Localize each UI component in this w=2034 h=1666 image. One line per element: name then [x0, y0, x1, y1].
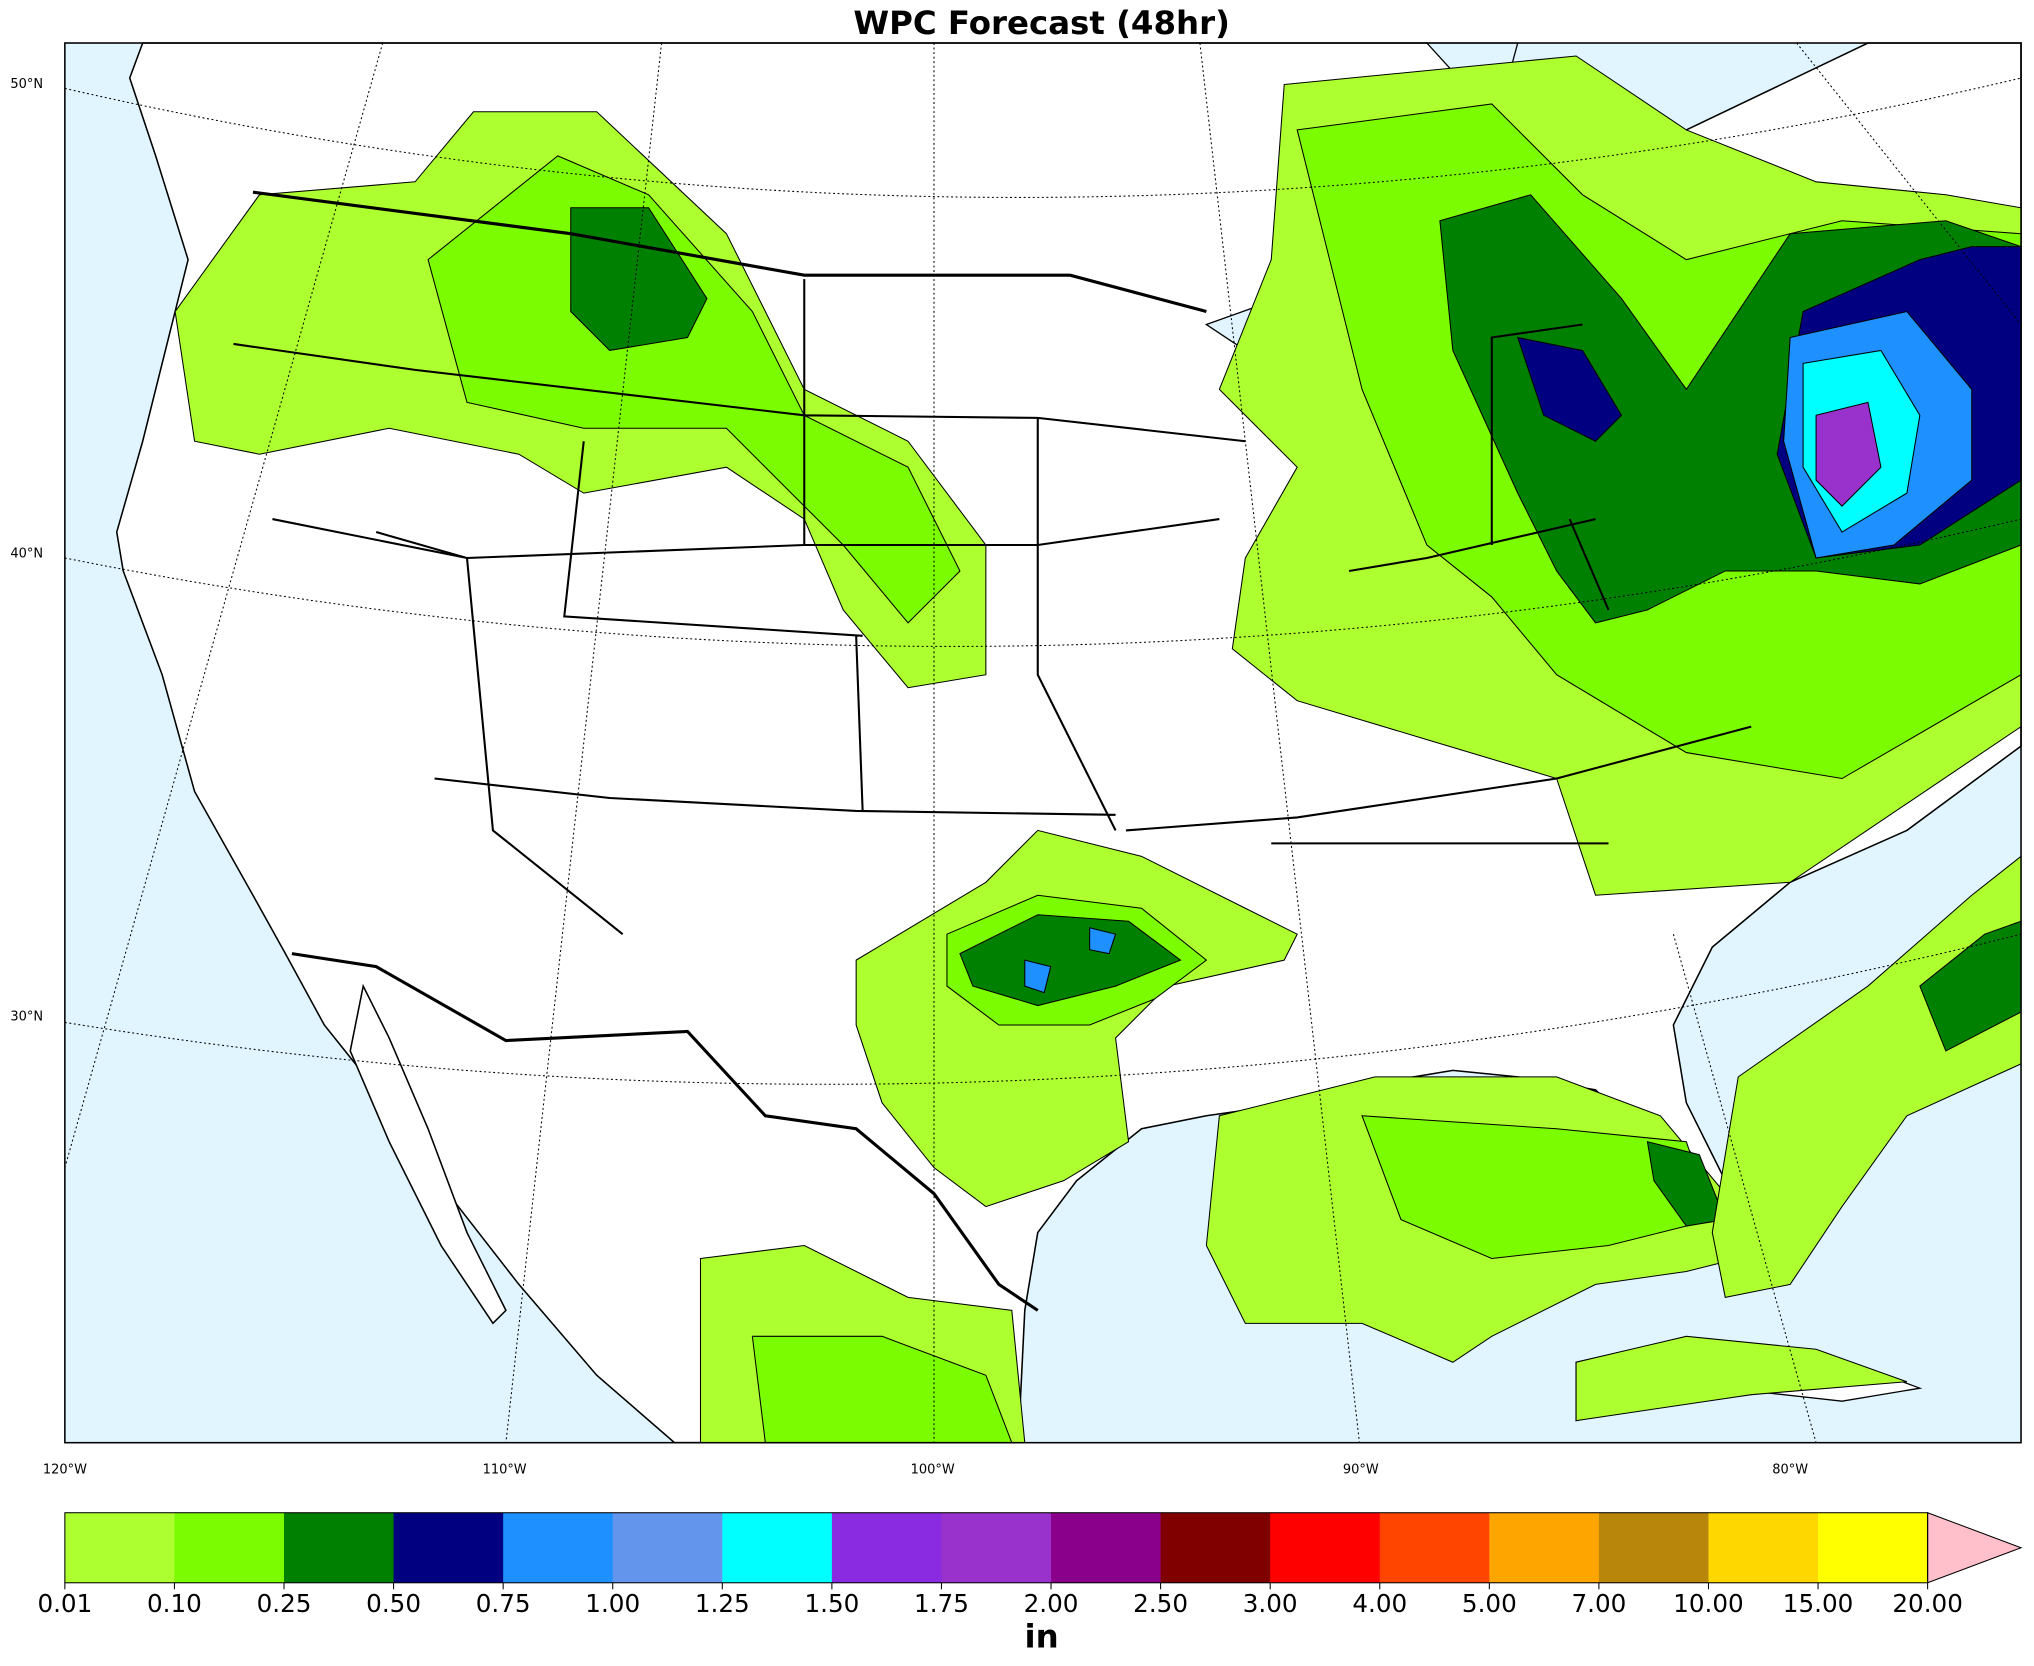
latitude-labels: 50°N 40°N 30°N — [10, 77, 43, 1025]
borders — [233, 190, 1752, 1312]
latitude-label: 40°N — [10, 547, 43, 562]
colorbar-segment — [1160, 1512, 1271, 1583]
colorbar-segment — [722, 1512, 833, 1583]
colorbar-tick-label: 0.01 — [37, 1589, 92, 1618]
colorbar-segment — [831, 1512, 943, 1583]
colorbar-tick-label: 2.00 — [1024, 1589, 1079, 1618]
colorbar-frame — [64, 1512, 1929, 1584]
colorbar-segment — [1708, 1512, 1819, 1583]
precipitation — [174, 55, 2022, 1444]
colorbar-tick-label: 15.00 — [1783, 1589, 1854, 1618]
colorbar-segment — [1818, 1512, 1929, 1583]
colorbar-segment — [612, 1512, 723, 1583]
colorbar-unit: in — [1025, 1618, 1059, 1656]
colorbar-segment — [174, 1512, 285, 1583]
colorbar-extension — [1927, 1511, 2023, 1584]
colorbar-tick-label: 0.25 — [257, 1589, 312, 1618]
latitude-label: 30°N — [10, 1010, 43, 1025]
colorbar-tick-label: 20.00 — [1892, 1589, 1963, 1618]
longitude-labels: 120°W 110°W 100°W 90°W 80°W — [43, 1462, 1808, 1477]
colorbar-tick-label: 1.25 — [695, 1589, 750, 1618]
colorbar-tick-label: 0.50 — [366, 1589, 421, 1618]
colorbar-tick-label: 4.00 — [1352, 1589, 1407, 1618]
colorbar-tick-label: 5.00 — [1462, 1589, 1517, 1618]
longitude-label: 110°W — [483, 1462, 527, 1477]
longitude-label: 80°W — [1772, 1462, 1808, 1477]
colorbar-segment — [1489, 1512, 1600, 1583]
colorbar-segment — [1379, 1512, 1490, 1583]
colorbar-segment — [1270, 1512, 1381, 1583]
longitude-label: 90°W — [1343, 1462, 1379, 1477]
longitude-label: 100°W — [911, 1462, 955, 1477]
colorbar-segment — [1598, 1512, 1710, 1583]
colorbar-tick-label: 10.00 — [1673, 1589, 1744, 1618]
colorbar-tick-label: 2.50 — [1133, 1589, 1188, 1618]
colorbar-segment — [941, 1512, 1052, 1583]
colorbar-segment — [1051, 1512, 1162, 1583]
map-frame — [64, 42, 2022, 1444]
colorbar-tick-label: 0.75 — [476, 1589, 531, 1618]
graticule — [64, 42, 2022, 1443]
colorbar-segment — [393, 1512, 504, 1583]
colorbar: 0.01 0.10 0.25 0.50 0.75 1.00 1.25 1.50 1.75 2.00… — [37, 1511, 2023, 1618]
colorbar-tick-label: 1.75 — [914, 1589, 969, 1618]
colorbar-tick-label: 1.50 — [804, 1589, 859, 1618]
colorbar-tick-label: 3.00 — [1243, 1589, 1298, 1618]
map-title: WPC Forecast (48hr) — [853, 4, 1230, 42]
baja — [349, 983, 507, 1325]
colorbar-segment — [503, 1512, 614, 1583]
colorbar-segment — [64, 1512, 176, 1583]
colorbar-segment — [284, 1512, 395, 1583]
colorbar-tick-label: 0.10 — [147, 1589, 202, 1618]
colorbar-tick-label: 1.00 — [585, 1589, 640, 1618]
latitude-label: 50°N — [10, 77, 43, 92]
map — [64, 42, 2022, 1444]
longitude-label: 120°W — [43, 1462, 87, 1477]
colorbar-tick-label: 7.00 — [1571, 1589, 1626, 1618]
